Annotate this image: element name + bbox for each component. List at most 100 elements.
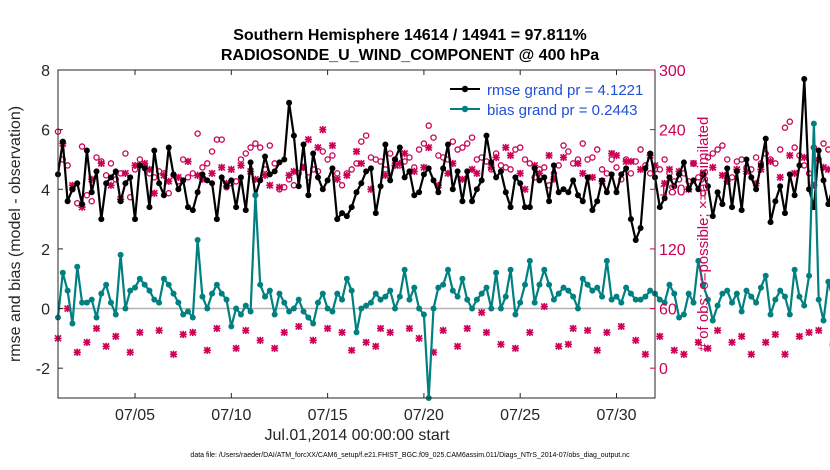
obs-assimilated-point <box>237 161 245 170</box>
bias-point <box>550 296 557 303</box>
bias-point <box>252 192 259 199</box>
obs-possible-point <box>627 170 635 177</box>
rmse-point <box>228 177 235 184</box>
obs-assimilated-point <box>579 169 587 177</box>
rmse-point <box>777 183 784 190</box>
rmse-point <box>656 204 663 211</box>
bias-point <box>777 287 784 294</box>
rmse-point <box>363 168 370 175</box>
rmse-point <box>623 165 630 172</box>
obs-assimilated-point <box>478 308 486 317</box>
bias-point <box>184 308 191 315</box>
y-right-tick-label: 0 <box>659 361 668 378</box>
bias-point <box>517 299 524 306</box>
rmse-point <box>632 236 639 243</box>
bias-point <box>411 284 418 291</box>
obs-assimilated-point <box>511 344 519 352</box>
rmse-point <box>493 174 500 181</box>
rmse-point <box>74 180 81 187</box>
obs-assimilated-point <box>694 338 702 346</box>
obs-possible-point <box>637 146 644 153</box>
bias-point <box>314 299 321 306</box>
y-tick-label: -2 <box>36 361 50 378</box>
rmse-point <box>189 207 196 214</box>
obs-assimilated-point <box>555 342 563 350</box>
obs-possible-point <box>719 142 726 149</box>
obs-assimilated-point <box>627 157 635 166</box>
obs-assimilated-point <box>179 330 187 338</box>
y-tick-label: 8 <box>41 63 50 80</box>
obs-assimilated-point <box>574 159 582 168</box>
rmse-point <box>122 180 129 187</box>
obs-possible-point <box>723 156 731 163</box>
bias-point <box>815 296 822 303</box>
obs-possible-point <box>459 144 466 151</box>
bias-point <box>406 296 413 303</box>
bias-point <box>151 296 158 303</box>
rmse-point <box>478 177 485 184</box>
rmse-point <box>329 165 336 172</box>
obs-possible-point <box>565 148 572 155</box>
bias-point <box>526 257 533 264</box>
obs-assimilated-point <box>492 153 500 162</box>
rmse-point <box>64 198 71 205</box>
bias-point <box>377 296 384 303</box>
obs-assimilated-point <box>762 338 770 346</box>
rmse-point <box>449 186 456 193</box>
rmse-point <box>627 216 634 223</box>
bias-point <box>175 299 182 306</box>
x-tick-label: 07/25 <box>500 407 540 424</box>
bias-point <box>247 308 254 315</box>
bias-point <box>806 272 813 279</box>
rmse-point <box>247 159 254 166</box>
rmse-point <box>411 192 418 199</box>
obs-assimilated-point <box>343 171 351 179</box>
obs-assimilated-point <box>800 153 808 162</box>
obs-assimilated-point <box>771 330 779 338</box>
rmse-point <box>642 165 649 172</box>
bias-point <box>541 266 548 273</box>
rmse-point <box>314 174 321 181</box>
obs-possible-point <box>319 148 327 155</box>
rmse-point <box>98 216 105 223</box>
rmse-point <box>242 207 249 214</box>
rmse-point <box>565 189 572 196</box>
rmse-point <box>420 171 427 178</box>
rmse-point <box>550 162 557 169</box>
bias-point <box>213 281 220 288</box>
obs-assimilated-point <box>242 326 250 335</box>
rmse-point <box>334 216 341 223</box>
bias-point <box>820 317 827 324</box>
rmse-point <box>815 147 822 154</box>
rmse-point <box>685 186 692 193</box>
bias-point <box>565 287 572 294</box>
rmse-point <box>579 198 586 205</box>
bias-point <box>88 296 95 303</box>
bias-point <box>146 287 153 294</box>
obs-assimilated-point <box>487 163 495 172</box>
obs-possible-point <box>362 132 370 139</box>
rmse-point <box>459 198 466 205</box>
plot-area <box>58 70 655 398</box>
obs-possible-point <box>507 166 514 173</box>
bias-point <box>704 296 711 303</box>
rmse-point <box>444 141 451 148</box>
rmse-point <box>806 186 813 193</box>
bias-point <box>810 120 817 127</box>
rmse-point <box>146 204 153 211</box>
obs-assimilated-point <box>73 348 81 356</box>
bias-point <box>310 320 317 327</box>
rmse-point <box>136 162 143 169</box>
obs-assimilated-point <box>709 163 717 172</box>
obs-assimilated-point <box>352 147 361 156</box>
obs-possible-point <box>820 140 827 147</box>
obs-possible-point <box>242 150 250 157</box>
bias-point <box>392 305 399 312</box>
obs-assimilated-point <box>738 332 746 340</box>
rmse-point <box>671 183 678 190</box>
obs-assimilated-point <box>150 189 158 197</box>
bias-point <box>189 314 196 321</box>
rmse-point <box>382 141 389 148</box>
rmse-point <box>522 204 529 211</box>
obs-assimilated-point <box>169 350 178 358</box>
